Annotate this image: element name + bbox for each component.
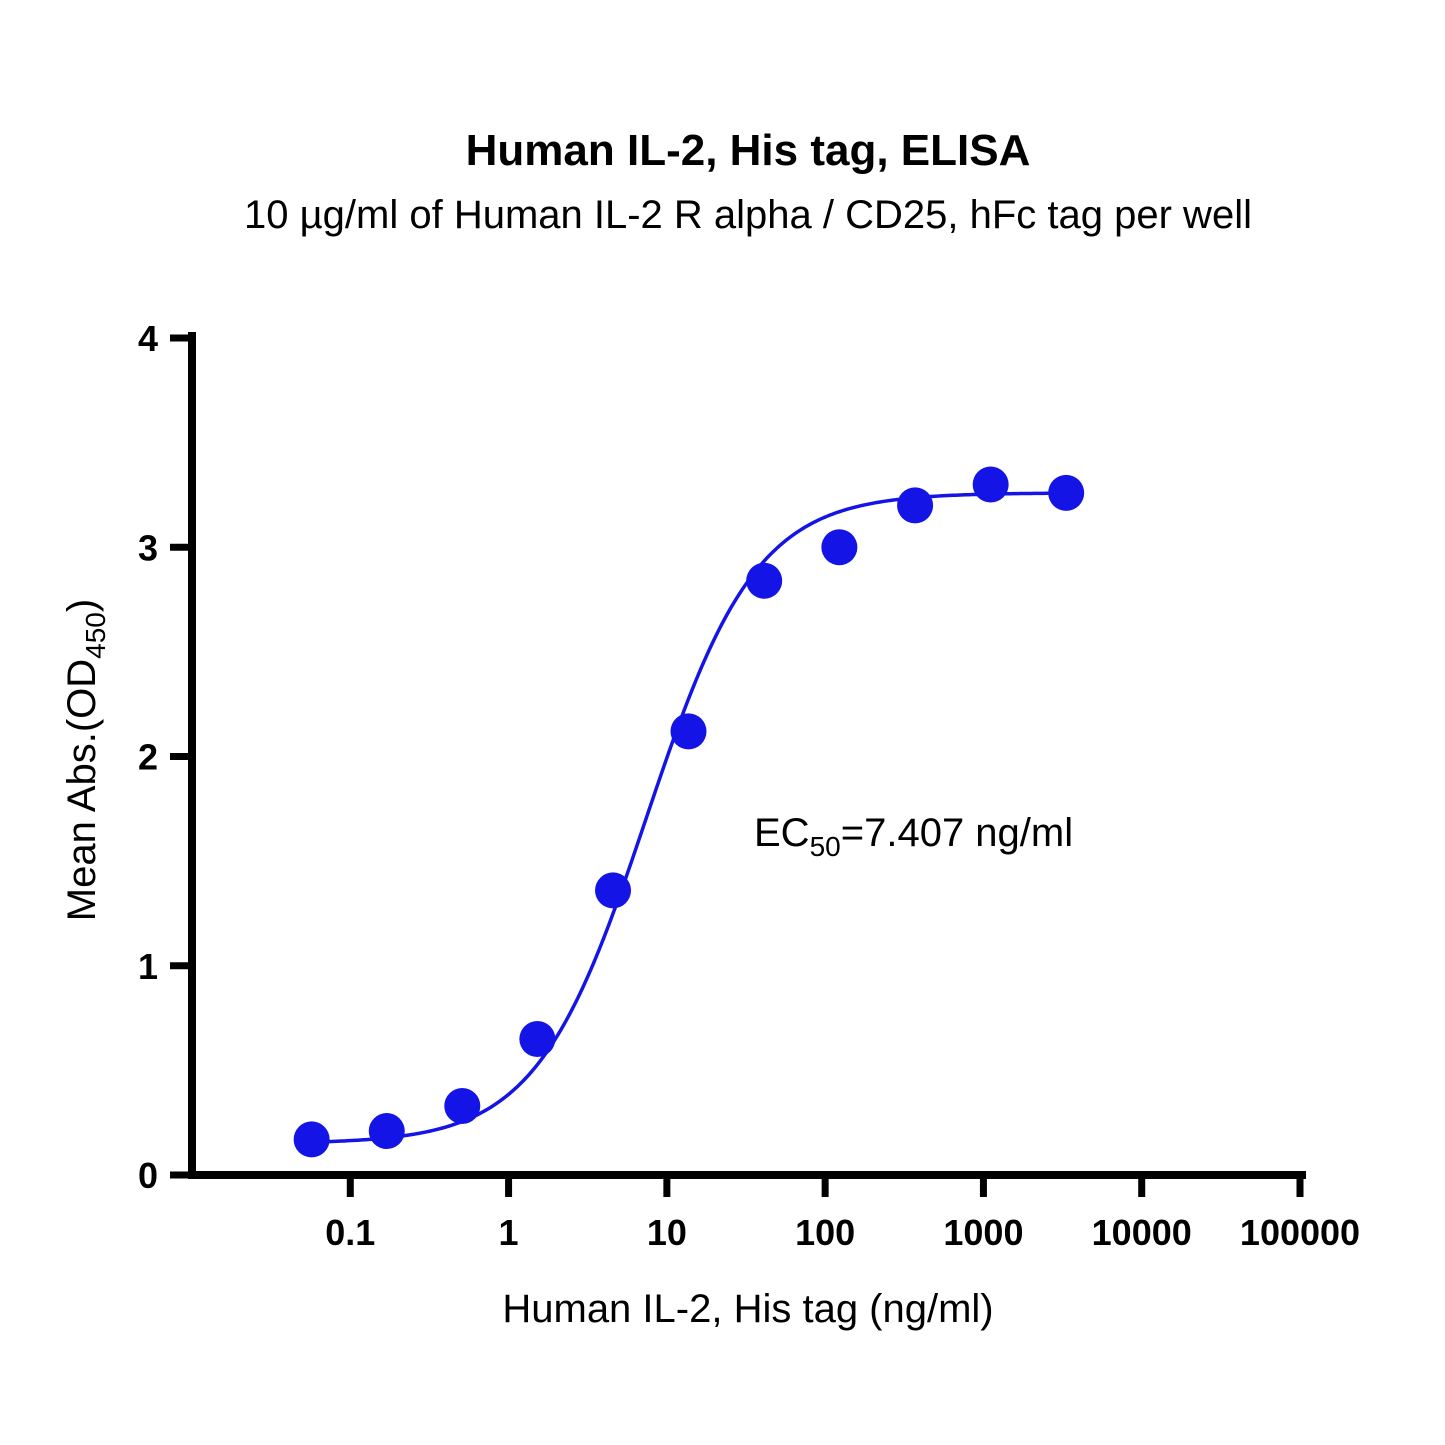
y-axis-label-main: Mean Abs.(OD: [60, 659, 104, 921]
data-point: [1048, 474, 1085, 511]
y-axis-label-end: ): [60, 599, 104, 612]
x-tick-label: 0.1: [325, 1212, 375, 1253]
ec50-value: =7.407 ng/ml: [841, 811, 1073, 855]
x-tick-label: 10: [647, 1212, 687, 1253]
ec50-sub: 50: [810, 831, 841, 862]
x-tick-label: 100000: [1240, 1212, 1360, 1253]
y-tick-label: 0: [138, 1155, 158, 1196]
x-ticks: 0.1 1 10 100 1000 10000 100000: [325, 1175, 1360, 1253]
data-point: [293, 1121, 330, 1158]
y-ticks: 0 1 2 3 4: [138, 318, 192, 1196]
x-tick-label: 1: [499, 1212, 519, 1253]
ec50-annotation: EC50=7.407 ng/ml: [754, 811, 1073, 862]
y-tick-label: 2: [138, 737, 158, 778]
data-point: [670, 713, 707, 750]
x-tick-label: 100: [795, 1212, 855, 1253]
ec50-prefix: EC: [754, 811, 810, 855]
data-point: [595, 872, 632, 909]
y-tick-label: 1: [138, 946, 158, 987]
y-axis-label: Mean Abs.(OD450): [60, 599, 111, 921]
data-point: [519, 1020, 556, 1057]
x-tick-label: 10000: [1092, 1212, 1192, 1253]
chart-title: Human IL-2, His tag, ELISA: [466, 126, 1031, 175]
chart-subtitle: 10 µg/ml of Human IL-2 R alpha / CD25, h…: [244, 193, 1252, 237]
y-tick-label: 4: [138, 318, 158, 359]
data-point: [444, 1087, 481, 1124]
data-point: [897, 487, 934, 524]
data-point: [746, 562, 783, 599]
data-point: [821, 529, 858, 566]
x-axis-label: Human IL-2, His tag (ng/ml): [502, 1287, 993, 1331]
data-point: [368, 1113, 405, 1150]
axes: [188, 332, 1306, 1179]
x-tick-label: 1000: [943, 1212, 1023, 1253]
data-point: [972, 466, 1009, 503]
fit-curve: [311, 491, 1067, 1144]
data-points: [293, 466, 1085, 1158]
y-axis-label-sub: 450: [80, 612, 111, 659]
y-tick-label: 3: [138, 527, 158, 568]
